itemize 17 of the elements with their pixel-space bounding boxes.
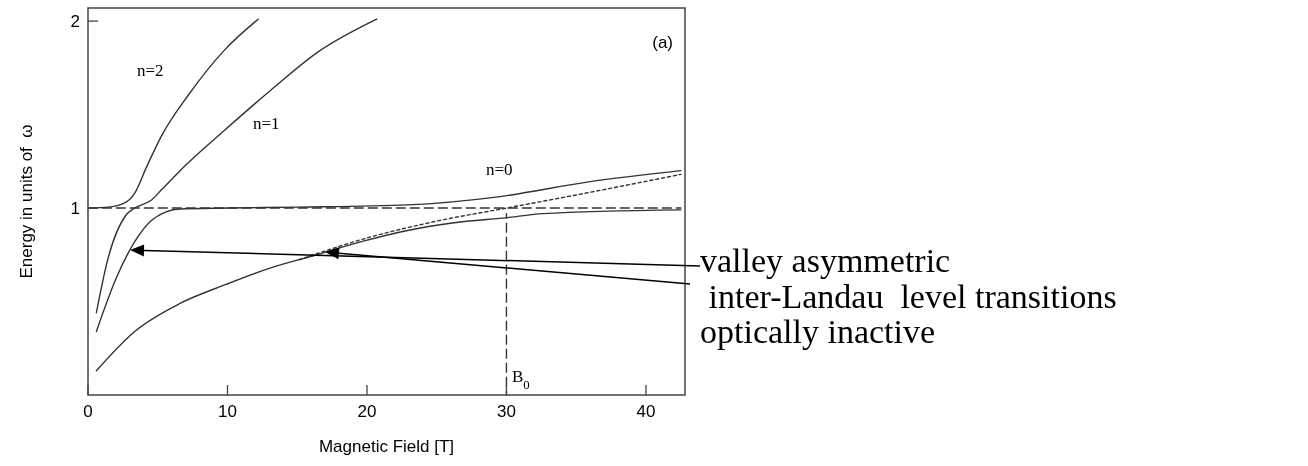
annotation: n=2: [137, 61, 164, 80]
x-tick-label: 20: [357, 402, 377, 421]
y-tick-label: 1: [70, 199, 80, 219]
annotation: (a): [652, 33, 673, 52]
annotation: n=1: [253, 114, 280, 133]
x-tick-label: 0: [83, 402, 93, 421]
text: inter-Landau level transitions: [700, 278, 1117, 315]
text: valley asymmetric: [700, 242, 951, 279]
y-axis-title: Energy in units of ω: [17, 124, 36, 279]
x-tick-label: 40: [636, 402, 656, 421]
text: optically inactive: [700, 313, 936, 350]
x-tick-label: 30: [497, 402, 516, 421]
x-tick-label: 10: [218, 402, 237, 421]
x-axis-title: Magnetic Field [T]: [318, 437, 455, 456]
annotation: B$_{0}$: [512, 367, 530, 392]
annotation: n=0: [486, 160, 513, 179]
y-tick-label: 2: [70, 12, 80, 32]
